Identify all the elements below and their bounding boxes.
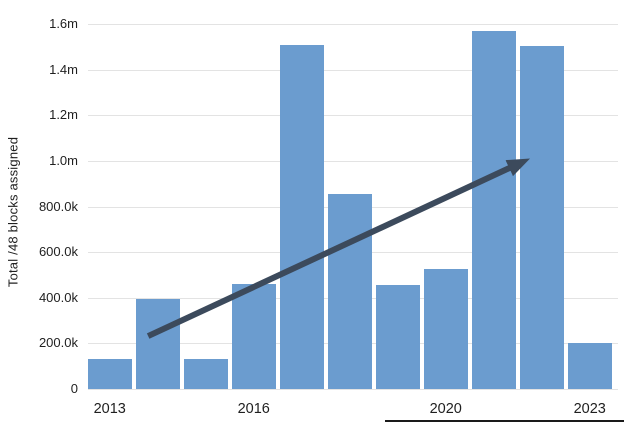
bar-2023 <box>568 343 612 389</box>
y-tick-label: 1.6m <box>49 16 78 31</box>
gridline <box>88 389 618 390</box>
bar-2021 <box>472 30 516 389</box>
bar-2018 <box>328 193 372 389</box>
bar-2016 <box>232 284 276 389</box>
x-tick-label: 2013 <box>93 401 126 417</box>
x-tick-label: 2023 <box>573 401 606 417</box>
y-tick-label: 1.2m <box>49 107 78 123</box>
bar-2020 <box>424 269 468 389</box>
y-tick-label: 0 <box>70 381 78 396</box>
bar-2022 <box>520 45 564 389</box>
x-tick-label: 2016 <box>237 401 270 417</box>
bar-2017 <box>280 44 324 389</box>
bar-2013 <box>88 359 132 389</box>
x-tick-label: 2020 <box>429 401 462 417</box>
y-tick-label: 800.0k <box>38 198 78 214</box>
gridline <box>88 24 618 25</box>
bar-2015 <box>184 359 228 389</box>
y-tick-label: 200.0k <box>38 335 78 351</box>
bottom-partial-rule <box>385 420 624 422</box>
y-tick-label: 1.0m <box>49 152 78 168</box>
y-tick-label: 400.0k <box>38 289 78 305</box>
y-tick-label: 1.4m <box>49 61 78 77</box>
bar-2014 <box>136 298 180 389</box>
y-tick-label: 600.0k <box>38 244 78 260</box>
bar-2019 <box>376 285 420 389</box>
